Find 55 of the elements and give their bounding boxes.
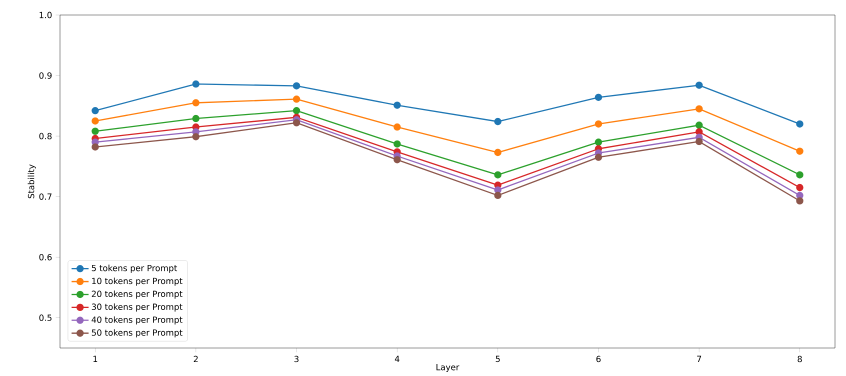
x-tick-label: 8 <box>798 356 802 362</box>
point <box>394 102 401 109</box>
point <box>292 107 300 114</box>
point <box>394 123 401 131</box>
point <box>796 120 804 128</box>
x-tick-label: 5 <box>496 356 500 362</box>
legend-label: 30 tokens per Prompt <box>92 303 182 312</box>
point <box>92 107 99 114</box>
legend-label: 50 tokens per Prompt <box>92 329 182 338</box>
y-tick-label: 0.6 <box>39 254 52 260</box>
point <box>394 140 401 148</box>
point <box>494 171 502 178</box>
y-tick-label: 0.7 <box>39 193 52 200</box>
point <box>594 120 602 128</box>
x-tick-label: 7 <box>697 356 702 362</box>
point <box>695 82 703 89</box>
point <box>192 114 200 122</box>
point <box>192 133 200 140</box>
point <box>292 82 300 90</box>
point <box>796 184 804 192</box>
y-tick-label: 1.0 <box>40 12 52 18</box>
point <box>796 171 804 178</box>
x-axis-title: Layer <box>436 364 460 372</box>
point <box>796 148 804 155</box>
point <box>192 99 200 106</box>
point <box>494 118 502 126</box>
x-tick-label: 4 <box>394 356 400 362</box>
point <box>394 156 401 164</box>
point <box>92 143 99 151</box>
point <box>92 117 99 125</box>
point <box>494 192 502 200</box>
legend-label: 40 tokens per Prompt <box>92 316 182 325</box>
legend-label: 10 tokens per Prompt <box>92 278 182 286</box>
y-axis-title: Stability <box>28 164 36 198</box>
legend-label: 20 tokens per Prompt <box>92 290 182 299</box>
y-tick-label: 0.9 <box>39 72 52 79</box>
point <box>695 122 703 129</box>
point <box>92 128 99 135</box>
point <box>494 148 502 156</box>
x-tick-label: 1 <box>93 356 98 362</box>
point <box>292 96 300 103</box>
point <box>695 138 703 146</box>
x-tick-label: 2 <box>194 356 198 362</box>
y-tick-label: 0.8 <box>39 132 52 140</box>
point <box>594 154 602 161</box>
point <box>292 119 300 126</box>
point <box>594 94 602 101</box>
y-tick-label: 0.5 <box>39 314 52 321</box>
point <box>695 105 703 112</box>
legend-label: 5 tokens per Prompt <box>92 264 178 273</box>
point <box>796 197 804 205</box>
x-tick-label: 6 <box>596 356 601 362</box>
point <box>192 80 200 88</box>
x-tick-label: 3 <box>294 356 299 362</box>
point <box>594 138 602 146</box>
